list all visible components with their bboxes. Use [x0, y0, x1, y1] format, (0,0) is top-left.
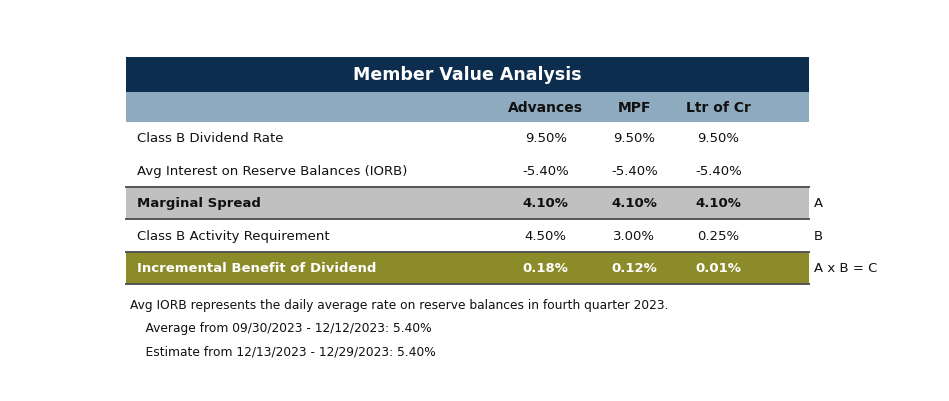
Text: Estimate from 12/13/2023 - 12/29/2023: 5.40%: Estimate from 12/13/2023 - 12/29/2023: 5…	[130, 344, 436, 358]
Text: 4.10%: 4.10%	[696, 197, 741, 210]
Text: 9.50%: 9.50%	[698, 132, 739, 145]
Text: Avg IORB represents the daily average rate on reserve balances in fourth quarter: Avg IORB represents the daily average ra…	[130, 298, 668, 311]
Text: Ltr of Cr: Ltr of Cr	[686, 101, 751, 115]
Text: Member Value Analysis: Member Value Analysis	[353, 66, 582, 84]
Text: Average from 09/30/2023 - 12/12/2023: 5.40%: Average from 09/30/2023 - 12/12/2023: 5.…	[130, 321, 431, 334]
Text: 0.12%: 0.12%	[611, 261, 658, 275]
Text: 3.00%: 3.00%	[613, 229, 656, 242]
Text: Advances: Advances	[509, 101, 584, 115]
Bar	[126, 57, 809, 93]
Text: MPF: MPF	[618, 101, 651, 115]
Text: 4.50%: 4.50%	[525, 229, 567, 242]
Text: A x B = C: A x B = C	[813, 261, 877, 275]
Text: -5.40%: -5.40%	[611, 164, 658, 177]
Bar	[126, 155, 809, 187]
Text: Class B Dividend Rate: Class B Dividend Rate	[137, 132, 284, 145]
Text: 0.01%: 0.01%	[696, 261, 741, 275]
Bar	[126, 219, 809, 252]
Text: 4.10%: 4.10%	[611, 197, 658, 210]
Bar	[126, 252, 809, 284]
Text: Class B Activity Requirement: Class B Activity Requirement	[137, 229, 329, 242]
Text: Avg Interest on Reserve Balances (IORB): Avg Interest on Reserve Balances (IORB)	[137, 164, 407, 177]
Text: Marginal Spread: Marginal Spread	[137, 197, 261, 210]
Text: Incremental Benefit of Dividend: Incremental Benefit of Dividend	[137, 261, 377, 275]
Text: 0.25%: 0.25%	[698, 229, 739, 242]
Bar	[126, 187, 809, 219]
Text: -5.40%: -5.40%	[695, 164, 742, 177]
Text: B: B	[813, 229, 823, 242]
Bar	[126, 93, 809, 122]
Text: 0.18%: 0.18%	[523, 261, 568, 275]
Bar	[126, 122, 809, 155]
Text: 9.50%: 9.50%	[613, 132, 656, 145]
Text: -5.40%: -5.40%	[522, 164, 569, 177]
Text: 4.10%: 4.10%	[523, 197, 568, 210]
Text: 9.50%: 9.50%	[525, 132, 567, 145]
Text: A: A	[813, 197, 823, 210]
